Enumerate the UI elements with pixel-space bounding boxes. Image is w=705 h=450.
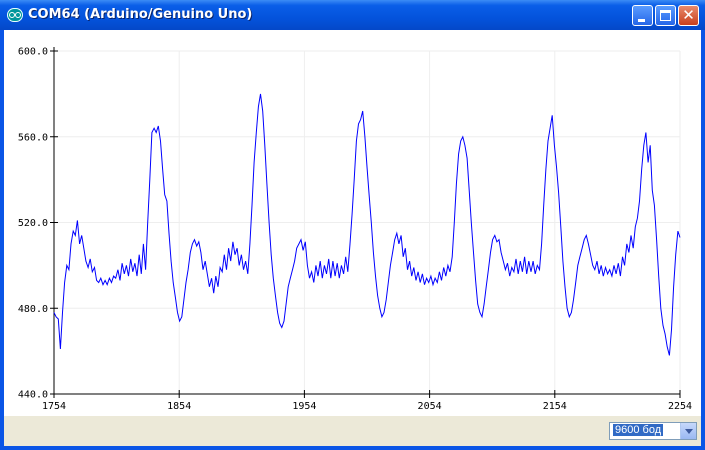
- window-title: COM64 (Arduino/Genuino Uno): [28, 7, 253, 22]
- minimize-button[interactable]: [632, 5, 653, 26]
- close-button[interactable]: ✕: [678, 5, 699, 26]
- maximize-icon: [660, 10, 671, 21]
- x-tick-label: 2054: [418, 401, 442, 412]
- x-tick-label: 1954: [292, 401, 316, 412]
- x-tick-label: 1754: [42, 401, 66, 412]
- y-tick-label: 480.0: [18, 304, 48, 315]
- plot-area: 1754 1854 1954 2054 2154 2254 440.0 480.0 520.0 5…: [4, 30, 701, 416]
- y-tick-label: 560.0: [18, 132, 48, 143]
- y-tick-label: 600.0: [18, 47, 48, 58]
- baud-rate-select[interactable]: 9600 бод: [609, 422, 697, 440]
- title-bar[interactable]: COM64 (Arduino/Genuino Uno) ✕: [0, 0, 705, 30]
- series-line: [53, 93, 681, 356]
- x-tick-label: 2254: [668, 401, 692, 412]
- close-icon: ✕: [682, 6, 695, 24]
- baud-rate-value: 9600 бод: [613, 424, 664, 436]
- arduino-icon: [7, 8, 23, 22]
- status-bar: 9600 бод: [4, 416, 701, 446]
- serial-plot-chart: 1754 1854 1954 2054 2154 2254 440.0 480.0 520.0 5…: [18, 47, 692, 413]
- x-tick-label: 1854: [167, 401, 191, 412]
- maximize-button[interactable]: [655, 5, 676, 26]
- y-tick-label: 440.0: [18, 390, 48, 401]
- client-area: 1754 1854 1954 2054 2154 2254 440.0 480.0 520.0 5…: [4, 30, 701, 446]
- minimize-icon: [638, 19, 645, 22]
- y-tick-label: 520.0: [18, 218, 48, 229]
- chevron-down-icon[interactable]: [680, 423, 696, 439]
- x-tick-label: 2154: [543, 401, 567, 412]
